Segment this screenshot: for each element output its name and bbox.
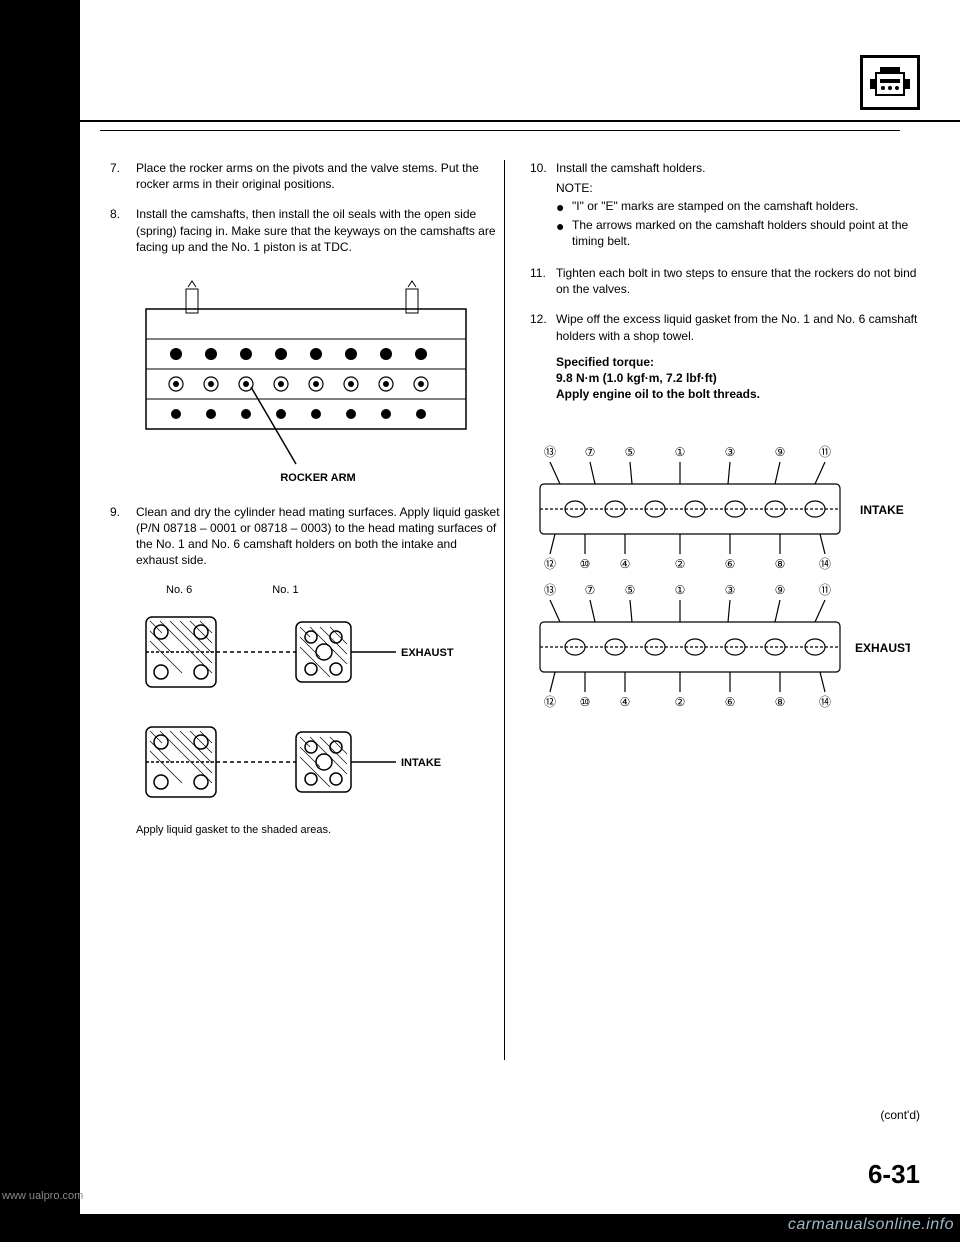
- left-column: 7. Place the rocker arms on the pivots a…: [110, 160, 500, 856]
- note-label: NOTE:: [556, 180, 920, 196]
- step-number: 9.: [110, 504, 136, 569]
- svg-text:INTAKE: INTAKE: [860, 503, 904, 517]
- svg-text:⑬: ⑬: [544, 445, 556, 459]
- svg-text:⑥: ⑥: [725, 557, 736, 571]
- svg-text:②: ②: [675, 695, 686, 709]
- figure-rocker-arm: ROCKER ARM: [136, 269, 500, 486]
- svg-text:④: ④: [620, 557, 631, 571]
- apply-oil: Apply engine oil to the bolt threads.: [556, 386, 920, 402]
- svg-text:⑩: ⑩: [580, 695, 591, 709]
- svg-text:③: ③: [725, 583, 736, 597]
- step-9: 9. Clean and dry the cylinder head matin…: [110, 504, 500, 569]
- bullet-text: The arrows marked on the camshaft holder…: [572, 217, 920, 249]
- svg-text:⑤: ⑤: [625, 583, 636, 597]
- svg-text:⑬: ⑬: [544, 583, 556, 597]
- exhaust-label: EXHAUST: [401, 647, 454, 659]
- torque-label: Specified torque:: [556, 354, 920, 370]
- content-area: 7. Place the rocker arms on the pivots a…: [110, 160, 920, 856]
- step-number: 11.: [530, 265, 556, 297]
- svg-text:⑭: ⑭: [819, 695, 831, 709]
- contd-label: (cont'd): [880, 1108, 920, 1122]
- bullet-text: "I" or "E" marks are stamped on the cams…: [572, 198, 859, 214]
- right-column: 10. Install the camshaft holders. NOTE: …: [530, 160, 920, 856]
- step-text: Install the camshafts, then install the …: [136, 206, 500, 255]
- intake-label: INTAKE: [401, 757, 441, 769]
- label-no6: No. 6: [166, 583, 192, 598]
- step-text: Place the rocker arms on the pivots and …: [136, 160, 500, 192]
- svg-text:⑦: ⑦: [585, 445, 596, 459]
- bullet-dot: ●: [556, 198, 572, 214]
- watermark-right: carmanualsonline.info: [788, 1216, 954, 1234]
- step-number: 12.: [530, 311, 556, 402]
- figure-caption: ROCKER ARM: [136, 471, 500, 486]
- svg-text:⑥: ⑥: [725, 695, 736, 709]
- svg-text:⑭: ⑭: [819, 557, 831, 571]
- svg-text:①: ①: [675, 445, 686, 459]
- svg-text:⑨: ⑨: [775, 583, 786, 597]
- page-number: 6-31: [868, 1159, 920, 1190]
- svg-text:⑫: ⑫: [544, 557, 556, 571]
- svg-text:⑧: ⑧: [775, 557, 786, 571]
- watermark-left: www ualpro.com: [2, 1190, 83, 1202]
- svg-text:⑧: ⑧: [775, 695, 786, 709]
- header-rule-inner: [100, 130, 900, 131]
- binding-edge: [0, 0, 80, 1242]
- bullet: ● The arrows marked on the camshaft hold…: [556, 217, 920, 249]
- svg-text:④: ④: [620, 695, 631, 709]
- bullet: ● "I" or "E" marks are stamped on the ca…: [556, 198, 920, 214]
- step-number: 10.: [530, 160, 556, 251]
- svg-text:②: ②: [675, 557, 686, 571]
- step-text: Tighten each bolt in two steps to ensure…: [556, 265, 920, 297]
- header-rule: [0, 120, 960, 122]
- svg-text:⑨: ⑨: [775, 445, 786, 459]
- engine-icon: [860, 55, 920, 110]
- gasket-caption: Apply liquid gasket to the shaded areas.: [136, 823, 500, 838]
- svg-text:⑫: ⑫: [544, 695, 556, 709]
- step-text: Install the camshaft holders.: [556, 160, 920, 176]
- svg-text:⑩: ⑩: [580, 557, 591, 571]
- svg-text:⑪: ⑪: [819, 583, 831, 597]
- svg-text:①: ①: [675, 583, 686, 597]
- label-no1: No. 1: [272, 583, 298, 598]
- svg-text:EXHAUST: EXHAUST: [855, 641, 910, 655]
- svg-text:③: ③: [725, 445, 736, 459]
- page: 7. Place the rocker arms on the pivots a…: [0, 0, 960, 1242]
- torque-value: 9.8 N·m (1.0 kgf·m, 7.2 lbf·ft): [556, 370, 920, 386]
- step-number: 8.: [110, 206, 136, 255]
- step-10: 10. Install the camshaft holders. NOTE: …: [530, 160, 920, 251]
- figure-torque-sequence: ⑬ ⑦ ⑤ ① ③ ⑨ ⑪: [530, 442, 920, 710]
- svg-text:⑪: ⑪: [819, 445, 831, 459]
- step-11: 11. Tighten each bolt in two steps to en…: [530, 265, 920, 297]
- step-12: 12. Wipe off the excess liquid gasket fr…: [530, 311, 920, 402]
- step-body: Install the camshaft holders. NOTE: ● "I…: [556, 160, 920, 251]
- svg-text:⑤: ⑤: [625, 445, 636, 459]
- step-text: Clean and dry the cylinder head mating s…: [136, 504, 500, 569]
- bullet-dot: ●: [556, 217, 572, 249]
- step-body: Wipe off the excess liquid gasket from t…: [556, 311, 920, 402]
- step-8: 8. Install the camshafts, then install t…: [110, 206, 500, 255]
- step-7: 7. Place the rocker arms on the pivots a…: [110, 160, 500, 192]
- svg-text:⑦: ⑦: [585, 583, 596, 597]
- step-text: Wipe off the excess liquid gasket from t…: [556, 311, 920, 343]
- figure-gasket: No. 6 No. 1: [136, 583, 500, 839]
- step-number: 7.: [110, 160, 136, 192]
